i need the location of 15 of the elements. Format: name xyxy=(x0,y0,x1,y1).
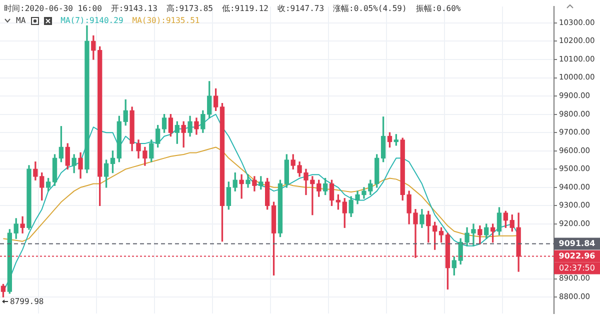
ref-line-label: 9091.84 xyxy=(558,238,596,248)
annotation: 振幅:0.60% xyxy=(416,3,461,14)
annotation: 收:9147.73 xyxy=(277,3,324,14)
ref-line-label: 9022.96 xyxy=(558,251,596,260)
annotation: 高:9173.85 xyxy=(166,3,213,14)
candlestick xyxy=(239,174,244,199)
text: MA(7):9140.29 xyxy=(60,16,124,25)
annotation: 低:9119.12 xyxy=(222,3,268,14)
annotation: 时间:2020-06-30 16:00 xyxy=(4,3,102,14)
annotation: MA xyxy=(16,16,26,25)
annotation: 8799.98 xyxy=(10,297,44,306)
annotation: 涨幅:0.05%(4.59) xyxy=(333,3,407,14)
annotation: 开:9143.13 xyxy=(110,3,158,14)
text: MA(30):9135.51 xyxy=(132,16,200,25)
text: 02:37:50 xyxy=(559,263,595,272)
